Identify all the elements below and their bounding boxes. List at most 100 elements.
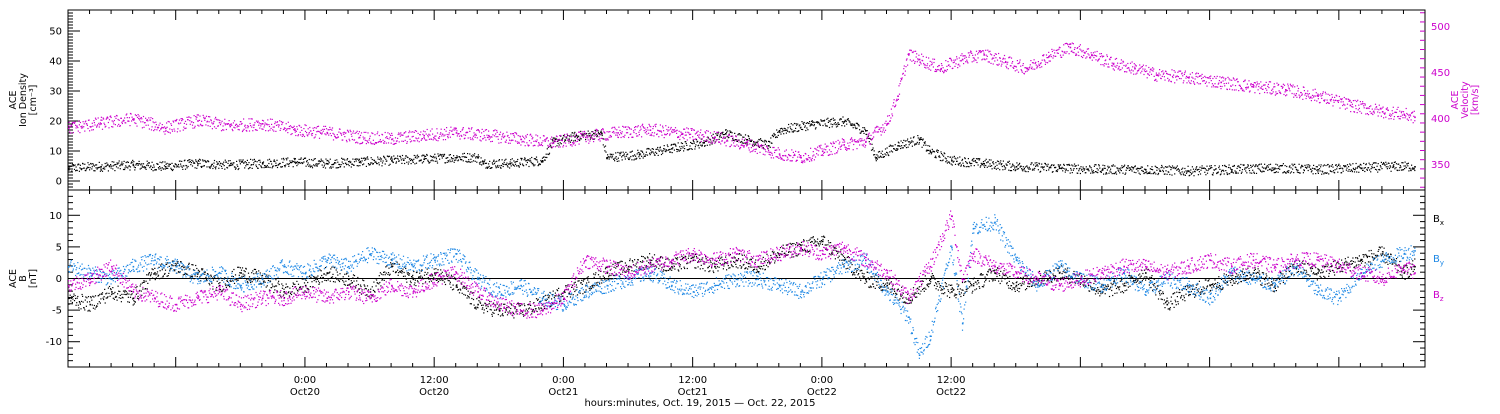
- ion-density-series-point: [341, 158, 342, 159]
- ion-density-series-point: [839, 124, 840, 125]
- velocity-series-point: [1174, 70, 1175, 71]
- velocity-series-point: [261, 128, 262, 129]
- ion-density-series-point: [989, 163, 990, 164]
- ion-density-series-point: [996, 169, 997, 170]
- ion-density-series-point: [218, 168, 219, 169]
- ion-density-series-point: [743, 143, 744, 144]
- ion-density-series-point: [574, 133, 575, 134]
- ion-density-series-point: [1139, 173, 1140, 174]
- ion-density-series-point: [541, 162, 542, 163]
- ion-density-series-point: [992, 168, 993, 169]
- ion-density-series-point: [1176, 167, 1177, 168]
- ion-density-series-point: [1151, 169, 1152, 170]
- ion-density-series-point: [629, 157, 630, 158]
- velocity-series-point: [79, 124, 80, 125]
- ion-density-series-point: [738, 140, 739, 141]
- velocity-series-point: [381, 141, 382, 142]
- ion-density-series-point: [814, 124, 815, 125]
- velocity-series-point: [882, 131, 883, 132]
- velocity-series-point: [1063, 55, 1064, 56]
- ion-density-series-point: [833, 120, 834, 121]
- ion-density-series-point: [899, 146, 900, 147]
- velocity-series-point: [1184, 74, 1185, 75]
- velocity-series-point: [625, 126, 626, 127]
- velocity-series-point: [515, 140, 516, 141]
- ion-density-series-point: [944, 153, 945, 154]
- velocity-series-point: [1111, 57, 1112, 58]
- ion-density-series-point: [1158, 168, 1159, 169]
- ion-density-series-point: [681, 142, 682, 143]
- velocity-series-point: [1189, 82, 1190, 83]
- ion-density-series-point: [828, 122, 829, 123]
- ion-density-series-point: [968, 166, 969, 167]
- ion-density-series-point: [796, 125, 797, 126]
- ion-density-series-point: [238, 168, 239, 169]
- ion-density-series-point: [1308, 170, 1309, 171]
- ion-density-series-point: [160, 162, 161, 163]
- velocity-series-point: [441, 135, 442, 136]
- ion-density-series-point: [815, 128, 816, 129]
- ion-density-series-point: [642, 152, 643, 153]
- velocity-series-point: [294, 128, 295, 129]
- ion-density-series-point: [904, 146, 905, 147]
- velocity-series-point: [811, 160, 812, 161]
- ion-density-series-point: [636, 158, 637, 159]
- ion-density-series-point: [1372, 167, 1373, 168]
- velocity-series-point: [1065, 53, 1066, 54]
- velocity-series-point: [545, 141, 546, 142]
- velocity-series-point: [951, 59, 952, 60]
- ion-density-series-point: [885, 154, 886, 155]
- velocity-series-point: [532, 137, 533, 138]
- ion-density-series-point: [537, 161, 538, 162]
- velocity-series-point: [1030, 64, 1031, 65]
- velocity-series-point: [776, 156, 777, 157]
- ion-density-series-point: [1101, 172, 1102, 173]
- ion-density-series-point: [1132, 170, 1133, 171]
- ion-density-series-point: [1070, 173, 1071, 174]
- velocity-series-point: [856, 141, 857, 142]
- ion-density-series-point: [1370, 171, 1371, 172]
- velocity-series-point: [965, 61, 966, 62]
- velocity-series-point: [96, 119, 97, 120]
- ion-density-series-point: [123, 169, 124, 170]
- ion-density-series-point: [1088, 169, 1089, 170]
- ion-density-series-point: [934, 157, 935, 158]
- velocity-series-point: [388, 138, 389, 139]
- ion-density-series-point: [1288, 172, 1289, 173]
- ion-density-series-point: [639, 158, 640, 159]
- velocity-series-point: [688, 132, 689, 133]
- ion-density-series-point: [1402, 169, 1403, 170]
- velocity-series-point: [422, 134, 423, 135]
- velocity-series-point: [1112, 63, 1113, 64]
- velocity-series-point: [1308, 94, 1309, 95]
- ion-density-series-point: [455, 157, 456, 158]
- velocity-series-point: [377, 133, 378, 134]
- ion-density-series-point: [1245, 167, 1246, 168]
- velocity-series-point: [481, 140, 482, 141]
- velocity-series-point: [1091, 52, 1092, 53]
- velocity-series-point: [259, 128, 260, 129]
- velocity-tick-label: 350: [1431, 160, 1450, 171]
- velocity-series-point: [945, 60, 946, 61]
- ion-density-series-point: [1329, 166, 1330, 167]
- velocity-series-point: [169, 121, 170, 122]
- ion-density-series-point: [281, 158, 282, 159]
- ion-density-series-point: [829, 127, 830, 128]
- velocity-series-point: [654, 132, 655, 133]
- velocity-series-point: [1219, 80, 1220, 81]
- velocity-series-point: [181, 118, 182, 119]
- ion-density-series-point: [697, 141, 698, 142]
- velocity-series-point: [789, 155, 790, 156]
- velocity-series-point: [154, 129, 155, 130]
- ion-density-series-point: [751, 141, 752, 142]
- ion-density-series-point: [374, 160, 375, 161]
- velocity-series-point: [1134, 67, 1135, 68]
- velocity-series-point: [1058, 53, 1059, 54]
- velocity-series-point: [174, 131, 175, 132]
- velocity-series-point: [1022, 72, 1023, 73]
- velocity-series-point: [524, 142, 525, 143]
- ion-density-series-point: [660, 150, 661, 151]
- velocity-series-point: [1258, 86, 1259, 87]
- velocity-series-point: [1321, 98, 1322, 99]
- ion-density-series-point: [449, 155, 450, 156]
